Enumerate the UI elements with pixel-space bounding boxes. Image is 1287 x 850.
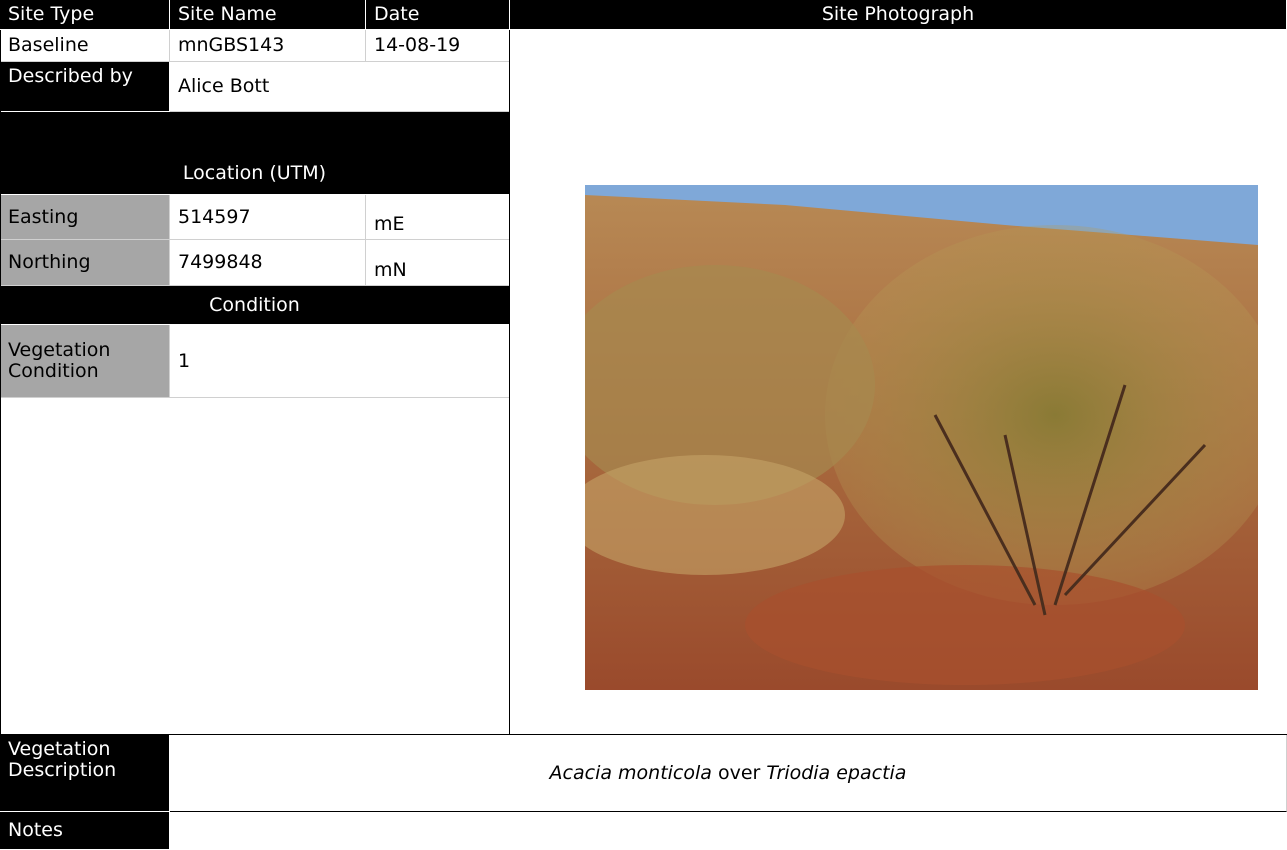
border — [509, 30, 510, 735]
date: 14-08-19 — [366, 30, 510, 62]
connector: over — [711, 761, 767, 784]
site-photo — [585, 185, 1258, 690]
unit: mE — [366, 195, 510, 240]
section-title: Condition — [0, 286, 510, 325]
vegetation-description: Acacia monticola over Triodia epactia — [170, 735, 1287, 812]
header-cell: Site Name — [170, 0, 366, 30]
header-cell: Site Photograph — [510, 0, 1287, 30]
header-cell: Site Type — [0, 0, 170, 30]
label-cell: Easting — [0, 195, 170, 240]
header-cell: Date — [366, 0, 510, 30]
site-name: mnGBS143 — [170, 30, 366, 62]
label-cell: Notes — [0, 812, 170, 850]
section-title: Location (UTM) — [0, 152, 510, 195]
species: Triodia epactia — [766, 761, 907, 784]
species: Acacia monticola — [549, 761, 712, 784]
border — [0, 30, 1, 735]
label-cell: Described by — [0, 62, 170, 112]
section-band — [0, 112, 510, 152]
unit: mN — [366, 240, 510, 286]
label-cell: Northing — [0, 240, 170, 286]
condition-value: 1 — [170, 325, 510, 398]
northing: 7499848 — [170, 240, 366, 286]
label-cell: Vegetation Condition — [0, 325, 170, 398]
site-type: Baseline — [0, 30, 170, 62]
easting: 514597 — [170, 195, 366, 240]
described-by: Alice Bott — [170, 62, 510, 112]
border — [0, 734, 1287, 735]
label-cell: Vegetation Description — [0, 735, 170, 812]
